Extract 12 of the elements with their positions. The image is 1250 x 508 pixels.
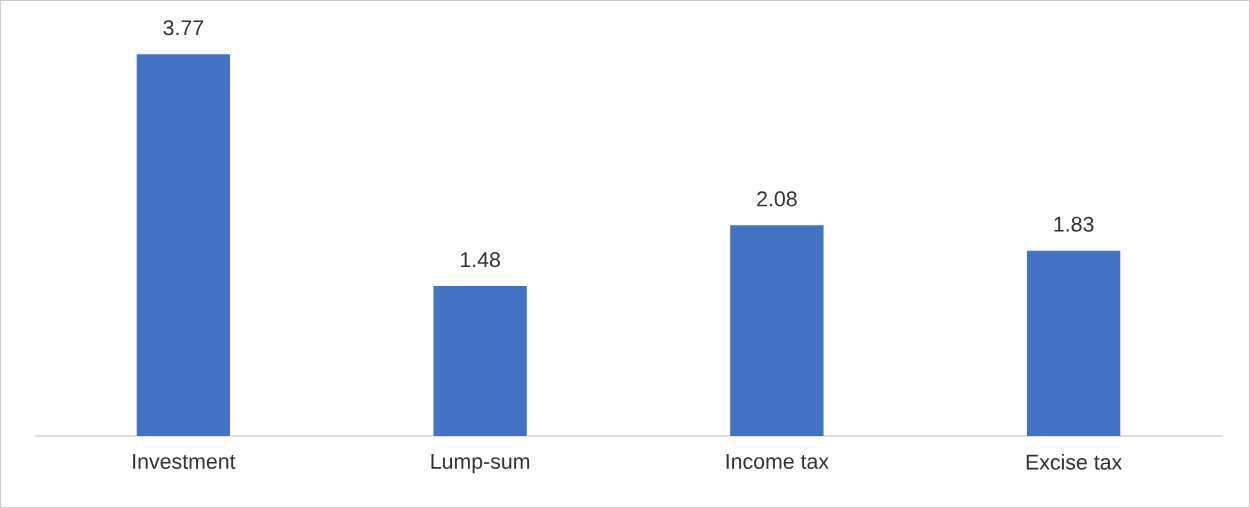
data-label: 1.83: [1054, 216, 1094, 232]
bar: [433, 286, 527, 436]
data-label: 1.48: [461, 252, 500, 268]
bar: [730, 225, 824, 436]
x-tick-label: Excise tax: [1026, 454, 1122, 470]
data-label: 2.08: [757, 191, 797, 207]
x-tick-label: Income tax: [726, 454, 829, 469]
bar: [1026, 250, 1121, 436]
x-tick-label: Investment: [133, 454, 236, 469]
x-tick-label: Lump-sum: [431, 454, 530, 474]
bar: [136, 54, 231, 436]
data-label: 3.77: [163, 20, 204, 36]
